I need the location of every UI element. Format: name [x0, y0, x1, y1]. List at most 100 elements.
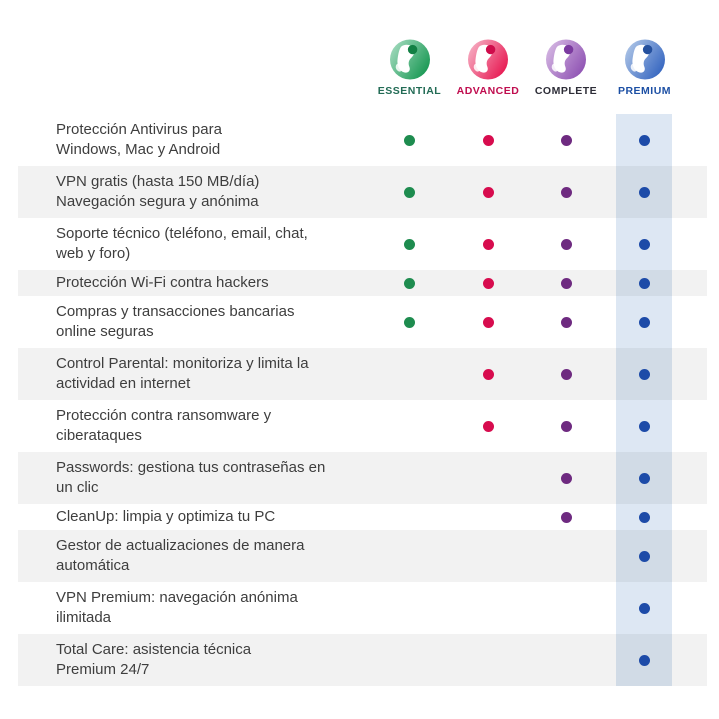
- premium-included-dot: [639, 420, 650, 432]
- complete-included-dot: [560, 238, 572, 250]
- essential-panda-logo-icon: [388, 38, 432, 82]
- feature-row: Soporte técnico (teléfono, email, chat, …: [18, 218, 707, 270]
- complete-included-dot: [560, 316, 572, 328]
- premium-availability-cell: [605, 602, 684, 614]
- advanced-included-dot: [482, 316, 494, 328]
- feature-text: Total Care: asistencia técnica Premium 2…: [56, 641, 252, 678]
- premium-availability-cell: [605, 511, 684, 523]
- plan-label-complete: COMPLETE: [534, 85, 598, 97]
- advanced-panda-logo-icon: [466, 38, 510, 82]
- premium-availability-cell: [605, 238, 684, 250]
- premium-included-dot: [639, 654, 650, 666]
- complete-availability-cell: [527, 472, 605, 484]
- complete-included-dot: [560, 277, 572, 289]
- complete-availability-cell: [527, 186, 605, 198]
- essential-availability-cell: [370, 186, 449, 198]
- complete-availability-cell: [527, 420, 605, 432]
- essential-included-dot: [404, 186, 415, 198]
- essential-included-dot: [404, 134, 415, 146]
- complete-included-dot: [560, 420, 572, 432]
- complete-included-dot: [560, 134, 572, 146]
- premium-availability-cell: [605, 550, 684, 562]
- essential-included-dot: [404, 316, 415, 328]
- feature-row: Gestor de actualizaciones de manera auto…: [18, 530, 707, 582]
- advanced-included-dot: [482, 368, 494, 380]
- advanced-availability-cell: [449, 277, 527, 289]
- essential-included-dot: [404, 277, 415, 289]
- premium-included-dot: [639, 134, 650, 146]
- premium-included-dot: [639, 550, 650, 562]
- advanced-included-dot: [482, 277, 494, 289]
- essential-availability-cell: [370, 277, 449, 289]
- feature-row: VPN Premium: navegación anónima ilimitad…: [18, 582, 707, 634]
- premium-availability-cell: [605, 316, 684, 328]
- premium-included-dot: [639, 602, 650, 614]
- advanced-availability-cell: [449, 134, 527, 146]
- essential-availability-cell: [370, 134, 449, 146]
- advanced-included-dot: [482, 186, 494, 198]
- complete-availability-cell: [527, 238, 605, 250]
- advanced-availability-cell: [449, 316, 527, 328]
- complete-included-dot: [560, 472, 572, 484]
- premium-included-dot: [639, 316, 650, 328]
- plan-header-premium: PREMIUM: [605, 38, 684, 97]
- plan-label-advanced: ADVANCED: [456, 85, 520, 97]
- complete-included-dot: [560, 511, 572, 523]
- advanced-availability-cell: [449, 420, 527, 432]
- plan-header-essential: ESSENTIAL: [370, 38, 449, 97]
- feature-row: Compras y transacciones bancarias online…: [18, 296, 707, 348]
- plans-header-row: ESSENTIAL ADVANCED COMPLETE PREMIUM: [18, 38, 707, 100]
- feature-row: Total Care: asistencia técnica Premium 2…: [18, 634, 707, 686]
- plan-label-essential: ESSENTIAL: [377, 85, 442, 97]
- feature-text: Control Parental: monitoriza y limita la…: [56, 355, 309, 392]
- feature-row: Protección contra ransomware y ciberataq…: [18, 400, 707, 452]
- premium-availability-cell: [605, 420, 684, 432]
- premium-included-dot: [639, 511, 650, 523]
- complete-included-dot: [560, 368, 572, 380]
- plan-header-advanced: ADVANCED: [449, 38, 527, 97]
- essential-availability-cell: [370, 316, 449, 328]
- complete-availability-cell: [527, 277, 605, 289]
- feature-row: VPN gratis (hasta 150 MB/día) Navegación…: [18, 166, 707, 218]
- premium-included-dot: [639, 472, 650, 484]
- premium-highlight-band: [616, 114, 672, 686]
- feature-text: Protección Antivirus para Windows, Mac y…: [56, 121, 222, 158]
- premium-included-dot: [639, 277, 650, 289]
- feature-text: Protección contra ransomware y ciberataq…: [56, 407, 272, 444]
- premium-availability-cell: [605, 654, 684, 666]
- feature-text: CleanUp: limpia y optimiza tu PC: [56, 508, 276, 525]
- comparison-content: ESSENTIAL ADVANCED COMPLETE PREMIUM Protecc…: [18, 38, 707, 686]
- advanced-availability-cell: [449, 186, 527, 198]
- feature-text: Protección Wi-Fi contra hackers: [56, 274, 269, 291]
- premium-included-dot: [639, 238, 650, 250]
- feature-row: CleanUp: limpia y optimiza tu PC: [18, 504, 707, 530]
- feature-text: VPN Premium: navegación anónima ilimitad…: [56, 589, 298, 626]
- feature-row: Passwords: gestiona tus contraseñas en u…: [18, 452, 707, 504]
- essential-included-dot: [404, 238, 415, 250]
- complete-availability-cell: [527, 134, 605, 146]
- feature-row: Protección Wi-Fi contra hackers: [18, 270, 707, 296]
- complete-panda-logo-icon: [544, 38, 588, 82]
- premium-availability-cell: [605, 134, 684, 146]
- essential-availability-cell: [370, 238, 449, 250]
- premium-availability-cell: [605, 277, 684, 289]
- feature-text: Passwords: gestiona tus contraseñas en u…: [56, 459, 326, 496]
- complete-included-dot: [560, 186, 572, 198]
- plan-label-premium: PREMIUM: [617, 85, 672, 97]
- feature-text: VPN gratis (hasta 150 MB/día) Navegación…: [56, 173, 260, 210]
- premium-availability-cell: [605, 368, 684, 380]
- premium-availability-cell: [605, 186, 684, 198]
- premium-included-dot: [639, 368, 650, 380]
- feature-text: Soporte técnico (teléfono, email, chat, …: [56, 225, 308, 262]
- plan-header-complete: COMPLETE: [527, 38, 605, 97]
- feature-row: Control Parental: monitoriza y limita la…: [18, 348, 707, 400]
- premium-panda-logo-icon: [623, 38, 667, 82]
- feature-text: Gestor de actualizaciones de manera auto…: [56, 537, 305, 574]
- premium-included-dot: [639, 186, 650, 198]
- advanced-included-dot: [482, 420, 494, 432]
- premium-availability-cell: [605, 472, 684, 484]
- feature-row: Protección Antivirus para Windows, Mac y…: [18, 114, 707, 166]
- complete-availability-cell: [527, 511, 605, 523]
- complete-availability-cell: [527, 316, 605, 328]
